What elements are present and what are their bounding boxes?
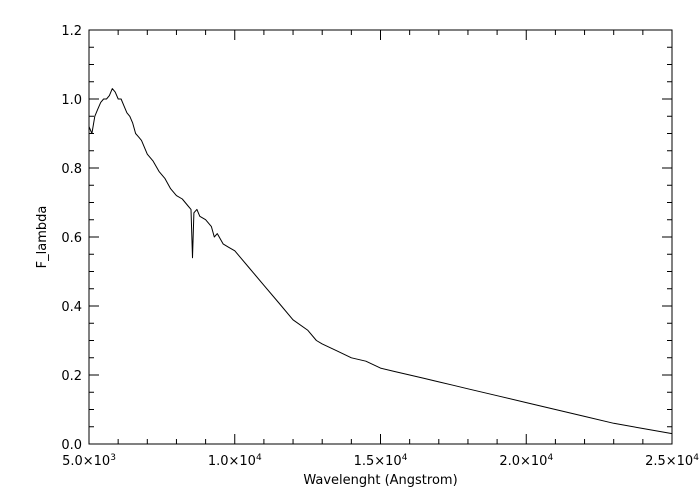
y-tick-label: 0.0	[61, 438, 82, 453]
x-axis-label: Wavelenght (Angstrom)	[303, 473, 457, 488]
y-tick-label: 0.2	[61, 369, 82, 384]
x-tick-label: 2.5×104	[645, 453, 699, 469]
y-axis-label: F_lambda	[35, 206, 50, 269]
x-tick-label: 2.0×104	[499, 453, 553, 469]
y-tick-label: 0.8	[61, 162, 82, 177]
x-tick-label: 1.0×104	[208, 453, 262, 469]
y-tick-label: 0.4	[61, 300, 82, 315]
spectrum-line	[88, 88, 673, 435]
y-tick-label: 1.2	[61, 24, 82, 39]
y-tick-label: 0.6	[61, 231, 82, 246]
x-tick-label: 1.5×104	[354, 453, 408, 469]
y-tick-label: 1.0	[61, 93, 82, 108]
x-tick-label: 5.0×103	[62, 453, 116, 469]
